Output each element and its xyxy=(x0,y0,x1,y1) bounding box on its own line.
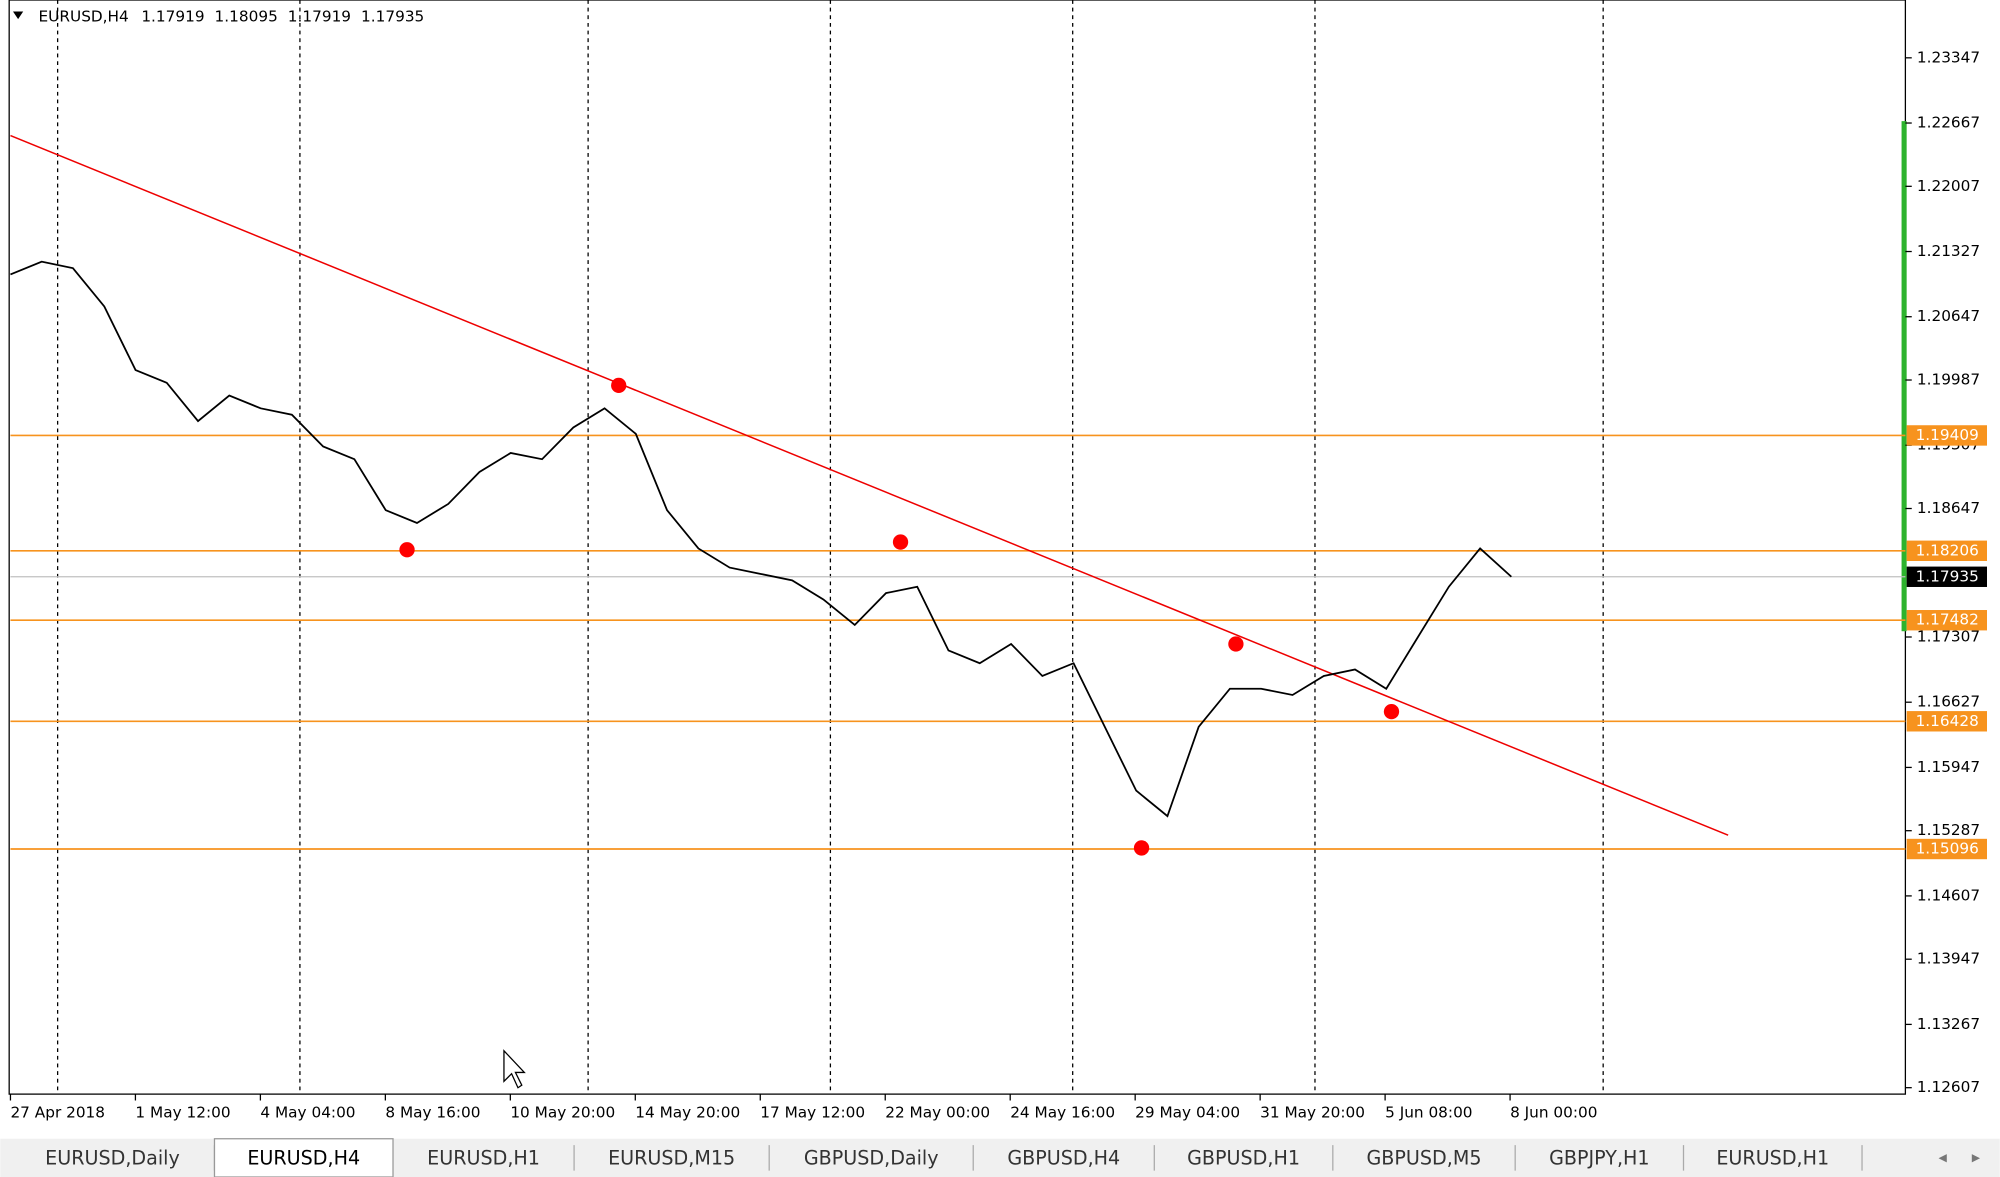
price-label: 1.22007 xyxy=(1917,177,1980,195)
time-label: 24 May 16:00 xyxy=(1010,1104,1115,1122)
time-label: 31 May 20:00 xyxy=(1260,1104,1365,1122)
tab-label[interactable]: GBPUSD,Daily xyxy=(804,1147,939,1170)
tab[interactable]: EURUSD,H4 xyxy=(213,1138,394,1177)
time-label: 14 May 20:00 xyxy=(635,1104,740,1122)
time-label: 10 May 20:00 xyxy=(510,1104,615,1122)
level-label: 1.19409 xyxy=(1916,426,1979,444)
level-tag xyxy=(1906,711,1987,732)
bid-label: 1.17935 xyxy=(1916,567,1979,585)
tab-label[interactable]: EURUSD,Daily xyxy=(45,1147,180,1170)
chart-header: EURUSD,H4 1.17919 1.18095 1.17919 1.1793… xyxy=(39,7,425,25)
tab-label[interactable]: EURUSD,H1 xyxy=(427,1147,540,1170)
price-label: 1.17307 xyxy=(1917,628,1980,646)
tab-label[interactable]: GBPUSD,H1 xyxy=(1187,1147,1300,1170)
mouse-cursor xyxy=(503,1049,526,1089)
time-label: 4 May 04:00 xyxy=(260,1104,355,1122)
price-label: 1.23347 xyxy=(1917,48,1980,66)
time-label: 27 Apr 2018 xyxy=(10,1104,105,1122)
level-tag xyxy=(1906,610,1987,631)
open: 1.17919 xyxy=(141,7,204,25)
tab-active xyxy=(213,1138,394,1177)
tab[interactable]: EURUSD,H1 xyxy=(1716,1145,1863,1171)
price-line xyxy=(10,260,1512,818)
level-label: 1.17482 xyxy=(1916,611,1979,629)
price-label: 1.12607 xyxy=(1917,1078,1980,1096)
price-label: 1.22667 xyxy=(1917,114,1980,132)
tab-label[interactable]: GBPJPY,H1 xyxy=(1549,1147,1649,1170)
scroll-right[interactable]: ▸ xyxy=(1972,1147,1981,1166)
tab-label[interactable]: GBPUSD,M5 xyxy=(1367,1147,1482,1170)
price-label: 1.16627 xyxy=(1917,693,1980,711)
time-label: 8 May 16:00 xyxy=(385,1104,480,1122)
swing-point xyxy=(1133,840,1150,856)
tab[interactable]: GBPUSD,H4 xyxy=(1007,1145,1155,1171)
scroll-left[interactable]: ◂ xyxy=(1939,1147,1948,1166)
level-label: 1.18206 xyxy=(1916,541,1979,559)
close: 1.17935 xyxy=(361,7,424,25)
price-label: 1.13947 xyxy=(1917,950,1980,968)
tab[interactable]: GBPUSD,Daily xyxy=(804,1145,974,1171)
high: 1.18095 xyxy=(215,7,278,25)
level-label: 1.16428 xyxy=(1916,712,1979,730)
time-label: 29 May 04:00 xyxy=(1135,1104,1240,1122)
price-label: 1.15947 xyxy=(1917,758,1980,776)
price-label: 1.15287 xyxy=(1917,821,1980,839)
tab-label[interactable]: GBPUSD,H4 xyxy=(1007,1147,1120,1170)
tab[interactable]: GBPJPY,H1 xyxy=(1549,1145,1685,1171)
level-tag xyxy=(1906,425,1987,446)
level-label: 1.15096 xyxy=(1916,840,1979,858)
time-label: 1 May 12:00 xyxy=(135,1104,230,1122)
swing-point xyxy=(892,534,909,550)
trendline xyxy=(10,134,1729,836)
tab-label[interactable]: EURUSD,M15 xyxy=(608,1147,735,1170)
bid-tag xyxy=(1906,566,1987,587)
low: 1.17919 xyxy=(288,7,351,25)
time-label: 17 May 12:00 xyxy=(760,1104,865,1122)
tab[interactable]: GBPUSD,M5 xyxy=(1367,1145,1516,1171)
tab-label[interactable]: EURUSD,H4 xyxy=(247,1147,360,1170)
tab[interactable]: GBPUSD,H1 xyxy=(1187,1145,1334,1171)
level-tag xyxy=(1906,540,1987,561)
tab-label[interactable]: EURUSD,H1 xyxy=(1716,1147,1829,1170)
price-label: 1.18647 xyxy=(1917,499,1980,517)
time-label: 5 Jun 08:00 xyxy=(1385,1104,1472,1122)
tab[interactable]: EURUSD,H1 xyxy=(427,1145,575,1171)
swing-point xyxy=(1383,703,1400,720)
swing-point xyxy=(611,377,627,394)
price-label: 1.21327 xyxy=(1917,242,1980,260)
swing-point xyxy=(399,542,415,558)
price-label: 1.20647 xyxy=(1917,307,1980,325)
swing-point xyxy=(1228,636,1244,652)
price-label: 1.19987 xyxy=(1917,371,1980,389)
period-separators xyxy=(56,0,1604,1095)
tab[interactable]: EURUSD,M15 xyxy=(608,1145,770,1171)
time-label: 22 May 00:00 xyxy=(885,1104,990,1122)
time-label: 8 Jun 00:00 xyxy=(1510,1104,1597,1122)
price-label: 1.13267 xyxy=(1917,1015,1980,1033)
symbol: EURUSD,H4 xyxy=(39,7,129,25)
level-tag xyxy=(1906,838,1987,860)
dropdown-arrow[interactable] xyxy=(13,11,24,20)
volume-bar xyxy=(1901,121,1907,632)
price-label: 1.14607 xyxy=(1917,886,1980,904)
